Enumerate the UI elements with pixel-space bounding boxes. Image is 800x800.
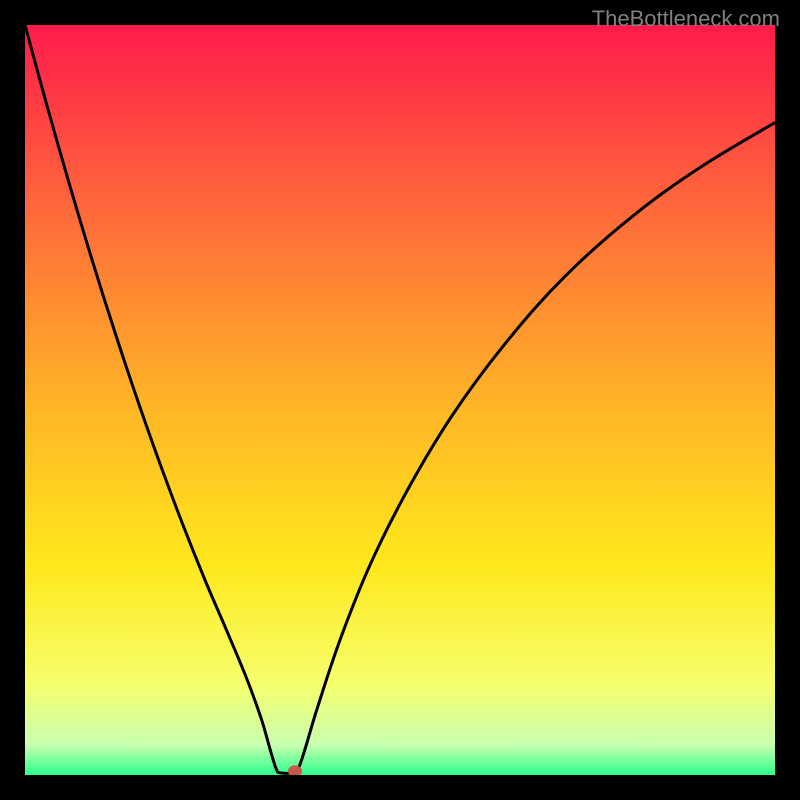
- watermark-text: TheBottleneck.com: [592, 6, 780, 32]
- plot-area: [25, 25, 775, 775]
- curve-svg: [25, 25, 775, 775]
- bottleneck-curve: [25, 25, 775, 773]
